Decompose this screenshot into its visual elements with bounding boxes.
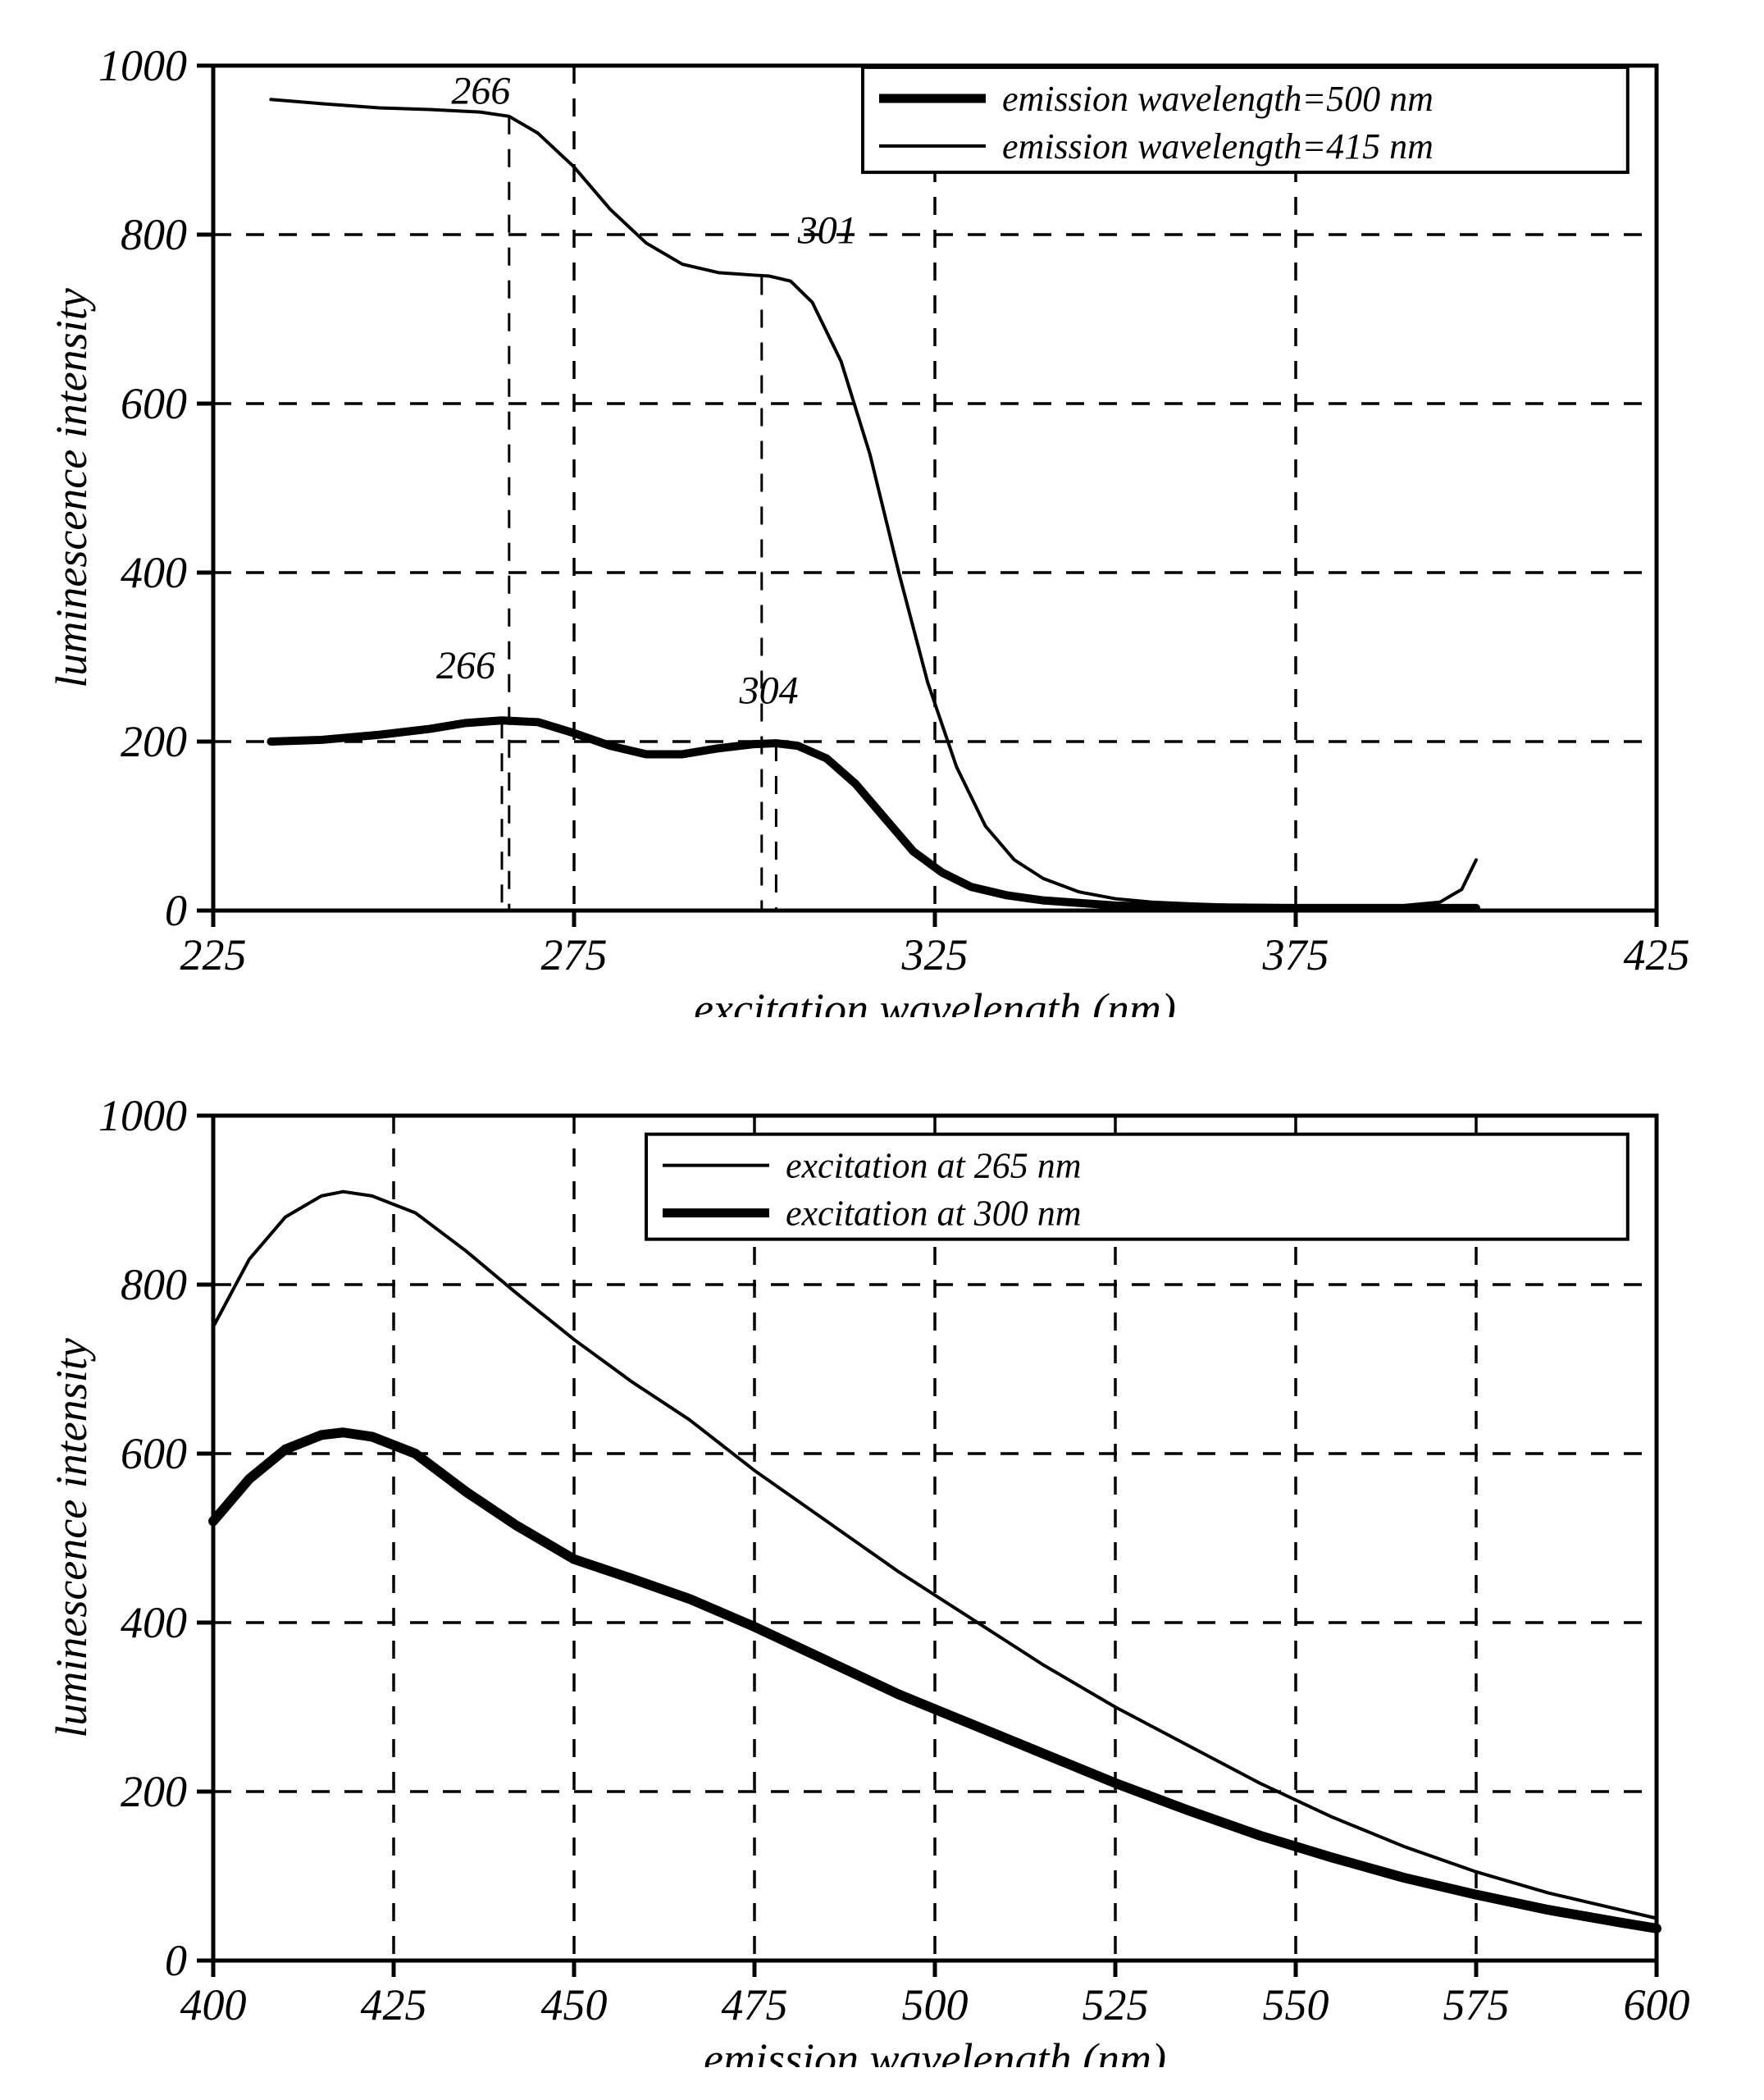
chart-1-container: 225 275 325 375 425 0 200 400 600 800 1000 excitati…: [33, 33, 1731, 1017]
svg-text:0: 0: [165, 1936, 187, 1985]
svg-text:304: 304: [739, 669, 799, 713]
svg-text:excitation wavelength (nm): excitation wavelength (nm): [694, 984, 1176, 1017]
svg-text:1000: 1000: [98, 1091, 187, 1140]
svg-text:1000: 1000: [98, 41, 187, 90]
svg-text:475: 475: [722, 1980, 788, 2029]
svg-text:325: 325: [901, 930, 969, 979]
svg-text:0: 0: [165, 886, 187, 935]
svg-text:800: 800: [121, 1260, 187, 1309]
svg-text:400: 400: [180, 1980, 247, 2029]
svg-text:400: 400: [121, 548, 187, 597]
svg-text:400: 400: [121, 1598, 187, 1647]
svg-text:emission wavelength (nm): emission wavelength (nm): [704, 2034, 1166, 2067]
svg-text:emission wavelength=500 nm: emission wavelength=500 nm: [1002, 79, 1434, 119]
svg-text:luminescence intensity: luminescence intensity: [47, 288, 96, 687]
svg-text:275: 275: [541, 930, 608, 979]
svg-text:600: 600: [121, 1429, 187, 1478]
svg-text:425: 425: [1624, 930, 1690, 979]
svg-text:500: 500: [902, 1980, 969, 2029]
svg-text:225: 225: [180, 930, 247, 979]
svg-text:266: 266: [451, 69, 510, 112]
svg-text:375: 375: [1262, 930, 1329, 979]
svg-text:425: 425: [361, 1980, 427, 2029]
svg-text:600: 600: [1624, 1980, 1690, 2029]
chart-2-container: 400 425 450 475 500 525 550 575 600 0 200 400 600 800…: [33, 1083, 1731, 2067]
svg-text:200: 200: [121, 1767, 187, 1816]
figure: 225 275 325 375 425 0 200 400 600 800 1000 excitati…: [33, 33, 1731, 2067]
svg-text:800: 800: [121, 210, 187, 259]
excitation-spectrum-chart: 225 275 325 375 425 0 200 400 600 800 1000 excitati…: [33, 33, 1731, 1017]
svg-text:525: 525: [1083, 1980, 1149, 2029]
svg-text:emission wavelength=415 nm: emission wavelength=415 nm: [1002, 126, 1434, 167]
svg-text:luminescence intensity: luminescence intensity: [47, 1338, 96, 1737]
svg-text:excitation at 265 nm: excitation at 265 nm: [786, 1146, 1082, 1186]
svg-text:200: 200: [121, 717, 187, 766]
svg-text:550: 550: [1263, 1980, 1329, 2029]
svg-text:600: 600: [121, 379, 187, 428]
svg-text:301: 301: [797, 208, 857, 252]
svg-text:450: 450: [541, 1980, 608, 2029]
svg-text:575: 575: [1443, 1980, 1510, 2029]
svg-text:excitation at 300 nm: excitation at 300 nm: [786, 1194, 1082, 1234]
svg-text:266: 266: [436, 644, 495, 687]
emission-spectrum-chart: 400 425 450 475 500 525 550 575 600 0 200 400 600 800…: [33, 1083, 1731, 2067]
